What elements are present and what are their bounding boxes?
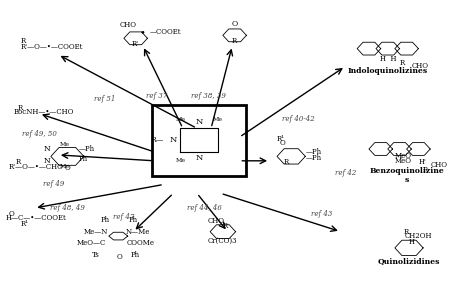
Text: Ph: Ph [79,155,88,163]
Text: R'—O—•—COOEt: R'—O—•—COOEt [20,43,82,51]
Text: ref 48, 49: ref 48, 49 [50,204,85,212]
Text: Ph: Ph [100,216,109,224]
Text: O: O [279,139,285,147]
Text: Cr(CO)3: Cr(CO)3 [208,237,237,245]
Text: ref 37: ref 37 [146,92,168,100]
Text: Indoloquinolizines: Indoloquinolizines [347,67,428,75]
Text: ref 43: ref 43 [311,210,332,218]
Text: ref 49: ref 49 [43,180,64,188]
Text: BocNH—•—CHO: BocNH—•—CHO [13,108,73,116]
Text: ref 40-42: ref 40-42 [282,116,315,123]
Text: N—Me: N—Me [126,228,150,236]
Text: H': H' [419,158,426,166]
Text: MeO: MeO [395,152,412,160]
Text: R: R [399,59,404,67]
Text: R: R [404,228,409,236]
Text: CHO: CHO [120,21,137,29]
Text: —COOEt: —COOEt [150,28,182,36]
Text: Ph: Ph [131,251,140,259]
Text: N: N [196,118,203,126]
Text: ref 38, 39: ref 38, 39 [191,92,226,100]
Text: Ph: Ph [129,216,138,224]
Text: R: R [18,104,23,112]
Text: Me: Me [175,158,185,163]
Text: MeO—C: MeO—C [77,240,106,247]
Text: R: R [223,222,228,230]
Text: Me: Me [60,164,70,169]
Text: Me: Me [60,142,70,147]
Text: Quinolizidines: Quinolizidines [378,257,440,265]
Text: H: H [409,238,414,246]
Text: N: N [196,154,203,162]
Text: —Ph: —Ph [79,145,95,153]
Text: ref 47: ref 47 [113,213,135,221]
Text: R¹: R¹ [20,220,28,228]
FancyBboxPatch shape [152,105,246,176]
Text: COOMe: COOMe [126,240,154,247]
Text: Me: Me [213,117,223,122]
Text: Me—N: Me—N [83,228,108,236]
Text: R: R [423,166,428,174]
Text: O: O [64,164,70,172]
Text: R: R [232,37,237,45]
Text: R: R [16,158,21,166]
Text: O: O [116,253,122,261]
Text: N: N [44,157,51,165]
Text: CHO: CHO [411,62,428,70]
Text: R': R' [132,40,139,48]
Text: —Ph: —Ph [305,154,321,162]
Text: ref 44, 46: ref 44, 46 [187,204,221,212]
Text: ref 49, 50: ref 49, 50 [22,130,56,138]
Text: CH2OH: CH2OH [405,232,432,240]
Text: H—C—•—COOEt: H—C—•—COOEt [5,214,66,222]
Text: CHO: CHO [207,217,224,225]
Text: Me: Me [175,117,185,122]
Text: H  H: H H [380,55,396,63]
Text: R—: R— [150,136,164,144]
Text: O: O [232,20,237,27]
Text: —Ph: —Ph [305,148,321,156]
Text: R'—O—•—CHO: R'—O—•—CHO [9,163,64,171]
Text: CHO: CHO [430,161,447,169]
Text: N: N [44,145,51,153]
Text: MeO: MeO [395,157,412,165]
Text: N: N [170,136,177,144]
Text: •: • [140,28,146,37]
Text: ref 51: ref 51 [94,95,116,103]
Text: O: O [9,210,14,218]
Text: R: R [284,158,289,166]
Text: R¹: R¹ [277,135,285,143]
Text: ref 42: ref 42 [335,169,356,177]
Text: Ts: Ts [92,251,100,259]
Text: R: R [20,37,26,45]
Text: Benzoquinolizine
s: Benzoquinolizine s [369,167,444,184]
